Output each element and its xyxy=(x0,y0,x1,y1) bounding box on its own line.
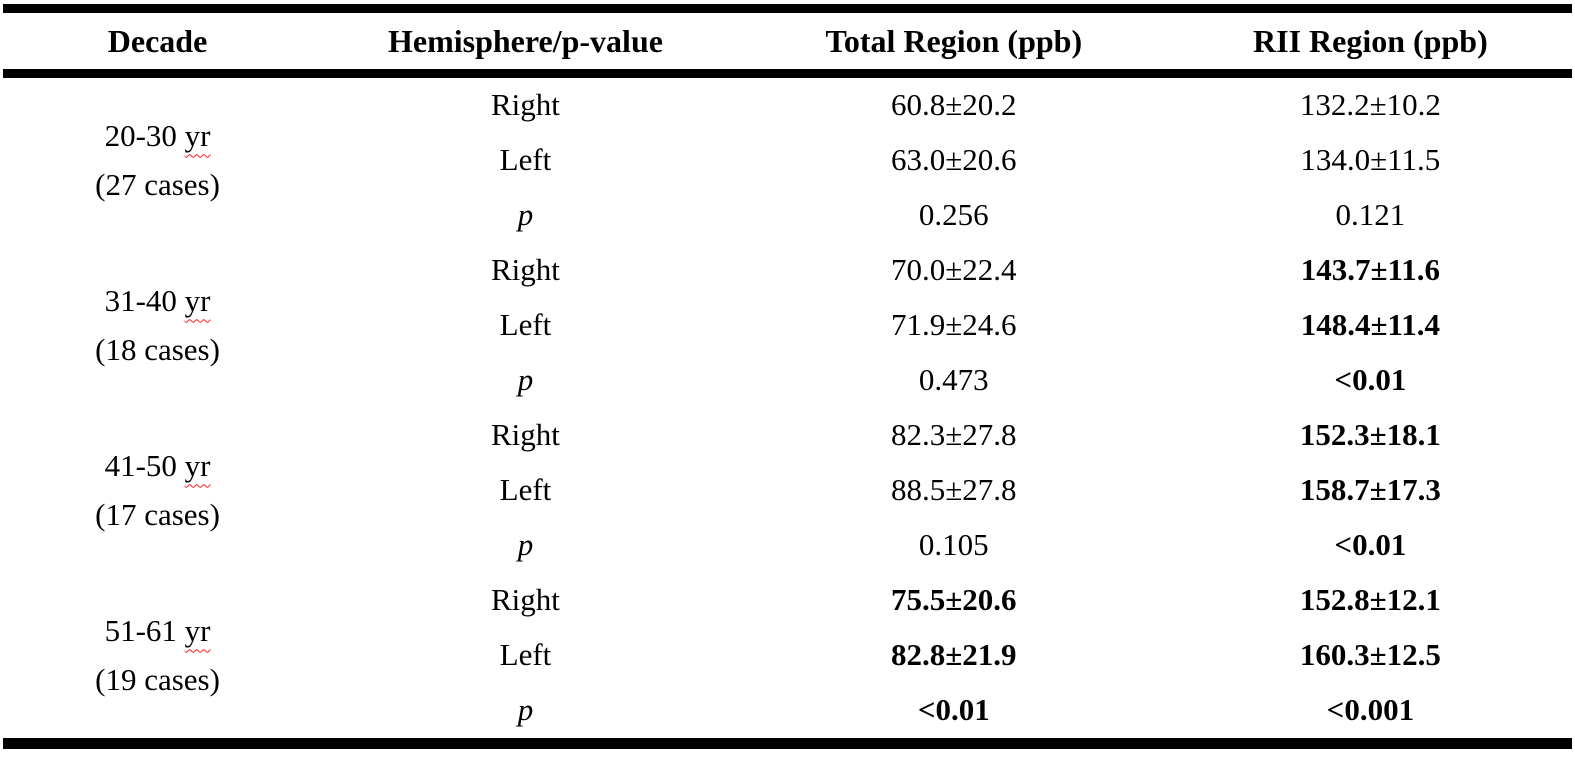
decade-cell-31-40: 31-40 yr (18 cases) xyxy=(3,243,312,408)
column-header-total-region: Total Region (ppb) xyxy=(825,22,1083,59)
rii-region-value: 134.0±11.5 xyxy=(1300,142,1441,178)
total-region-value: 82.8±21.9 xyxy=(891,637,1017,673)
table-row: p <0.01 <0.001 xyxy=(3,683,1572,744)
table-row: Left 82.8±21.9 160.3±12.5 xyxy=(3,628,1572,683)
table-row: Left 71.9±24.6 148.4±11.4 xyxy=(3,298,1572,353)
decade-unit: yr xyxy=(184,118,211,154)
hemisphere-cell: Left xyxy=(499,307,552,343)
decade-range: 20-30 xyxy=(104,118,177,154)
hemisphere-cell: Left xyxy=(499,142,552,178)
header-row: Decade Hemisphere/p-value Total Region (… xyxy=(3,8,1572,74)
decade-cases: (19 cases) xyxy=(95,661,220,697)
p-value-label: p xyxy=(517,197,534,233)
p-value-label: p xyxy=(517,692,534,728)
table-body: 20-30 yr (27 cases) Right 60.8±20.2 132.… xyxy=(3,74,1572,744)
rii-region-p-value: <0.01 xyxy=(1334,527,1407,563)
rii-region-value: 152.3±18.1 xyxy=(1299,417,1441,453)
decade-unit: yr xyxy=(184,613,211,649)
table-row: p 0.256 0.121 xyxy=(3,188,1572,243)
decade-cell-51-61: 51-61 yr (19 cases) xyxy=(3,573,312,744)
hemisphere-cell: Right xyxy=(491,252,560,288)
decade-cases: (17 cases) xyxy=(95,496,220,532)
decade-range-line: 51-61 yr xyxy=(105,614,211,648)
rii-region-value: 132.2±10.2 xyxy=(1299,87,1441,123)
table-row: p 0.105 <0.01 xyxy=(3,518,1572,573)
column-header-decade: Decade xyxy=(107,22,208,59)
total-region-value: 75.5±20.6 xyxy=(891,582,1017,618)
rii-region-p-value: <0.01 xyxy=(1334,362,1407,398)
decade-cell-41-50: 41-50 yr (17 cases) xyxy=(3,408,312,573)
decade-cases: (18 cases) xyxy=(95,331,220,367)
decade-cases: (27 cases) xyxy=(95,166,220,202)
total-region-p-value: 0.473 xyxy=(918,362,989,398)
total-region-value: 82.3±27.8 xyxy=(891,417,1017,453)
column-header-rii-region: RII Region (ppb) xyxy=(1253,22,1488,59)
total-region-p-value: <0.01 xyxy=(917,692,990,728)
rii-region-value: 143.7±11.6 xyxy=(1300,252,1441,288)
hemisphere-cell: Left xyxy=(499,472,552,508)
rii-region-p-value: 0.121 xyxy=(1335,197,1406,233)
table-row: p 0.473 <0.01 xyxy=(3,353,1572,408)
rii-region-value: 160.3±12.5 xyxy=(1299,637,1441,673)
total-region-p-value: 0.256 xyxy=(918,197,989,233)
total-region-value: 71.9±24.6 xyxy=(891,307,1017,343)
total-region-value: 60.8±20.2 xyxy=(891,87,1017,123)
rii-region-p-value: <0.001 xyxy=(1326,692,1415,728)
total-region-value: 63.0±20.6 xyxy=(891,142,1017,178)
hemisphere-cell: Left xyxy=(499,637,552,673)
table-row: 51-61 yr (19 cases) Right 75.5±20.6 152.… xyxy=(3,573,1572,696)
table-row: 41-50 yr (17 cases) Right 82.3±27.8 152.… xyxy=(3,408,1572,531)
p-value-label: p xyxy=(517,527,534,563)
total-region-p-value: 0.105 xyxy=(918,527,989,563)
decade-range: 31-40 xyxy=(104,283,177,319)
results-table: Decade Hemisphere/p-value Total Region (… xyxy=(3,4,1572,749)
table-row: 20-30 yr (27 cases) Right 60.8±20.2 132.… xyxy=(3,74,1572,201)
decade-range: 41-50 xyxy=(104,448,177,484)
p-value-label: p xyxy=(517,362,534,398)
rii-region-value: 158.7±17.3 xyxy=(1299,472,1441,508)
decade-cell-20-30: 20-30 yr (27 cases) xyxy=(3,74,312,244)
total-region-value: 70.0±22.4 xyxy=(891,252,1017,288)
hemisphere-cell: Right xyxy=(491,417,560,453)
table-row: 31-40 yr (18 cases) Right 70.0±22.4 143.… xyxy=(3,243,1572,366)
table-header: Decade Hemisphere/p-value Total Region (… xyxy=(3,8,1572,74)
decade-range-line: 41-50 yr xyxy=(105,449,211,483)
rii-region-value: 148.4±11.4 xyxy=(1300,307,1441,343)
hemisphere-cell: Right xyxy=(491,582,560,618)
rii-region-value: 152.8±12.1 xyxy=(1299,582,1441,618)
decade-range: 51-61 xyxy=(104,613,177,649)
total-region-value: 88.5±27.8 xyxy=(891,472,1017,508)
decade-unit: yr xyxy=(184,448,211,484)
hemisphere-cell: Right xyxy=(491,87,560,123)
decade-unit: yr xyxy=(184,283,211,319)
decade-range-line: 20-30 yr xyxy=(105,119,211,153)
column-header-hemisphere: Hemisphere/p-value xyxy=(387,22,663,59)
table-row: Left 63.0±20.6 134.0±11.5 xyxy=(3,133,1572,188)
decade-range-line: 31-40 yr xyxy=(105,284,211,318)
table-row: Left 88.5±27.8 158.7±17.3 xyxy=(3,463,1572,518)
